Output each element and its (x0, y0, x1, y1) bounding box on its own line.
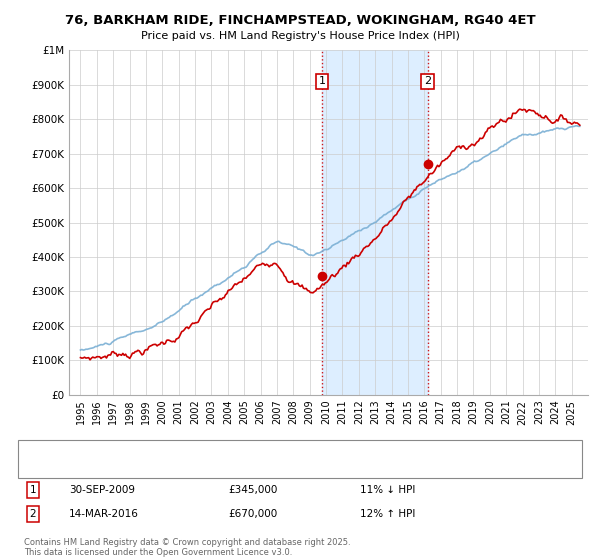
Text: £670,000: £670,000 (228, 509, 277, 519)
Text: Contains HM Land Registry data © Crown copyright and database right 2025.
This d: Contains HM Land Registry data © Crown c… (24, 538, 350, 557)
Text: —: — (36, 460, 50, 475)
Bar (322, 50, 428, 395)
Text: 11% ↓ HPI: 11% ↓ HPI (360, 485, 415, 495)
Text: 2: 2 (29, 509, 37, 519)
Text: HPI: Average price, detached house, Wokingham: HPI: Average price, detached house, Woki… (60, 463, 281, 472)
Text: 1: 1 (319, 76, 325, 86)
Text: —: — (36, 442, 50, 457)
Text: £345,000: £345,000 (228, 485, 277, 495)
Text: 76, BARKHAM RIDE, FINCHAMPSTEAD, WOKINGHAM, RG40 4ET (detached house): 76, BARKHAM RIDE, FINCHAMPSTEAD, WOKINGH… (60, 445, 425, 454)
Text: 2: 2 (424, 76, 431, 86)
Text: 1: 1 (29, 485, 37, 495)
Text: 12% ↑ HPI: 12% ↑ HPI (360, 509, 415, 519)
Text: 76, BARKHAM RIDE, FINCHAMPSTEAD, WOKINGHAM, RG40 4ET: 76, BARKHAM RIDE, FINCHAMPSTEAD, WOKINGH… (65, 14, 535, 27)
Text: Price paid vs. HM Land Registry's House Price Index (HPI): Price paid vs. HM Land Registry's House … (140, 31, 460, 41)
Text: 14-MAR-2016: 14-MAR-2016 (69, 509, 139, 519)
Text: 30-SEP-2009: 30-SEP-2009 (69, 485, 135, 495)
